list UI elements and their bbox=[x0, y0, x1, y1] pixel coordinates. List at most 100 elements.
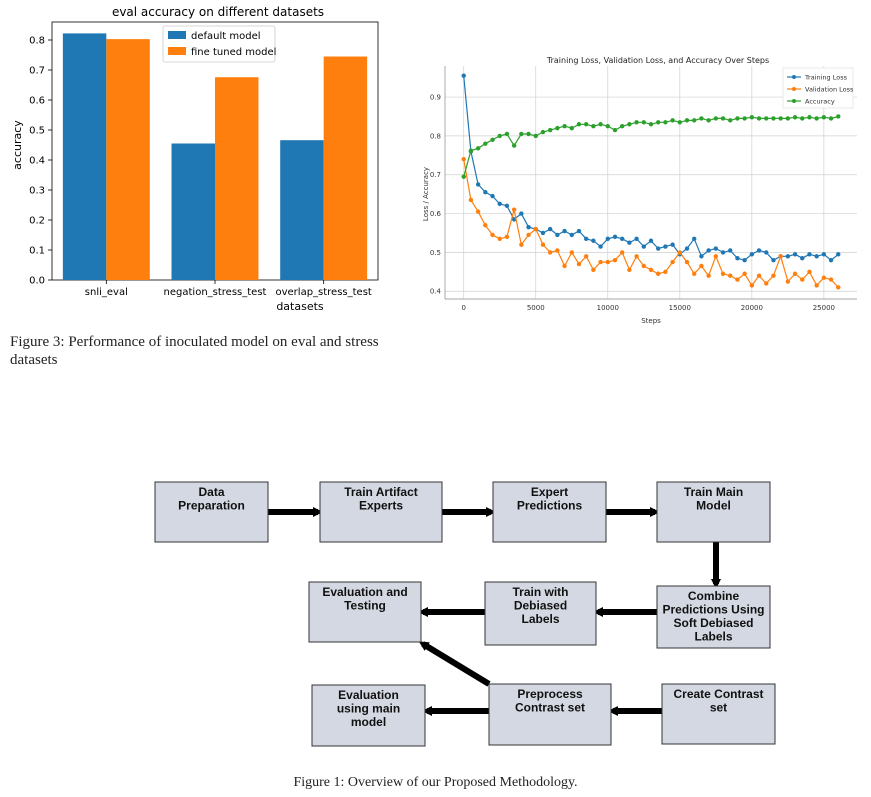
point-accuracy bbox=[461, 174, 466, 179]
point-validation-loss bbox=[807, 269, 812, 275]
step-label: Contrast set bbox=[515, 701, 585, 715]
point-accuracy bbox=[663, 120, 668, 125]
step-label: Combine bbox=[688, 589, 740, 603]
point-accuracy bbox=[764, 116, 769, 121]
point-training-loss bbox=[656, 246, 661, 251]
figure-3-caption: Figure 3: Performance of inoculated mode… bbox=[10, 334, 379, 368]
point-training-loss bbox=[692, 236, 697, 242]
point-validation-loss bbox=[641, 263, 646, 269]
point-validation-loss bbox=[519, 242, 524, 247]
point-training-loss bbox=[591, 238, 596, 243]
point-training-loss bbox=[634, 236, 639, 242]
step-label: Preprocess bbox=[517, 687, 583, 701]
step-label: Testing bbox=[344, 599, 386, 613]
point-training-loss bbox=[771, 257, 776, 263]
step-label: Create Contrast bbox=[673, 687, 763, 701]
point-validation-loss bbox=[555, 248, 560, 253]
point-validation-loss bbox=[778, 254, 783, 259]
point-validation-loss bbox=[656, 271, 661, 276]
point-validation-loss bbox=[490, 232, 495, 238]
step-label: Preparation bbox=[178, 499, 245, 513]
point-accuracy bbox=[807, 115, 812, 120]
point-validation-loss bbox=[627, 267, 632, 273]
point-training-loss bbox=[475, 182, 481, 187]
point-accuracy bbox=[598, 122, 603, 127]
y-tick-label: 0.4 bbox=[430, 288, 442, 296]
x-tick-label: 0 bbox=[461, 304, 465, 312]
point-training-loss bbox=[576, 228, 582, 234]
point-accuracy bbox=[468, 148, 474, 153]
point-validation-loss bbox=[634, 254, 639, 259]
point-validation-loss bbox=[663, 269, 668, 275]
y-tick-label: 0.6 bbox=[430, 210, 442, 218]
step-label: Train with bbox=[512, 585, 568, 599]
point-training-loss bbox=[619, 236, 625, 242]
point-training-loss bbox=[583, 236, 589, 242]
point-accuracy bbox=[699, 116, 704, 121]
point-accuracy bbox=[792, 115, 798, 120]
point-validation-loss bbox=[569, 250, 574, 255]
point-validation-loss bbox=[792, 271, 798, 276]
point-validation-loss bbox=[497, 236, 502, 242]
x-tick-label: overlap_stress_test bbox=[275, 287, 371, 298]
point-training-loss bbox=[814, 254, 819, 259]
bar-default-model-snli_eval bbox=[62, 33, 107, 281]
point-training-loss bbox=[490, 193, 495, 199]
point-validation-loss bbox=[483, 223, 488, 228]
point-accuracy bbox=[735, 116, 740, 121]
point-validation-loss bbox=[684, 259, 690, 265]
point-training-loss bbox=[483, 190, 488, 195]
point-accuracy bbox=[591, 123, 596, 129]
point-validation-loss bbox=[828, 277, 834, 282]
point-validation-loss bbox=[692, 271, 697, 276]
flow-arrow bbox=[418, 641, 491, 687]
point-training-loss bbox=[569, 232, 574, 238]
y-axis-label: accuracy bbox=[11, 120, 24, 170]
point-accuracy bbox=[692, 118, 697, 123]
y-tick-label: 0.1 bbox=[29, 246, 45, 257]
point-validation-loss bbox=[735, 277, 740, 282]
point-training-loss bbox=[562, 228, 567, 234]
point-training-loss bbox=[605, 236, 610, 242]
step-box bbox=[492, 481, 607, 543]
step-label: Debiased bbox=[514, 599, 567, 613]
point-training-loss bbox=[764, 250, 769, 255]
point-validation-loss bbox=[475, 209, 481, 214]
point-accuracy bbox=[771, 116, 776, 121]
point-training-loss bbox=[807, 252, 812, 257]
point-accuracy bbox=[648, 122, 654, 127]
figure-1-caption: Figure 1: Overview of our Proposed Metho… bbox=[293, 775, 578, 790]
chart-title: Training Loss, Validation Loss, and Accu… bbox=[546, 56, 769, 65]
x-tick-label: 20000 bbox=[741, 304, 763, 312]
point-accuracy bbox=[547, 127, 553, 133]
point-training-loss bbox=[792, 252, 798, 257]
point-validation-loss bbox=[749, 283, 755, 288]
point-validation-loss bbox=[605, 259, 610, 265]
point-training-loss bbox=[828, 257, 834, 263]
point-training-loss bbox=[547, 226, 553, 232]
point-training-loss bbox=[720, 250, 726, 255]
point-accuracy bbox=[497, 133, 502, 139]
line-chart: Training Loss, Validation Loss, and Accu… bbox=[422, 56, 857, 325]
point-validation-loss bbox=[526, 232, 531, 238]
y-tick-label: 0.4 bbox=[29, 156, 45, 167]
step-label: Predictions bbox=[517, 499, 583, 513]
point-accuracy bbox=[519, 131, 524, 137]
point-accuracy bbox=[814, 116, 819, 121]
line-training-loss bbox=[463, 75, 839, 261]
point-accuracy bbox=[533, 133, 538, 139]
point-accuracy bbox=[555, 125, 560, 131]
step-box bbox=[311, 684, 426, 747]
point-accuracy bbox=[605, 123, 610, 129]
point-validation-loss bbox=[706, 273, 711, 278]
point-validation-loss bbox=[764, 281, 769, 286]
point-validation-loss bbox=[612, 257, 618, 263]
point-training-loss bbox=[728, 248, 733, 253]
point-accuracy bbox=[656, 120, 661, 125]
point-accuracy bbox=[742, 116, 747, 121]
point-training-loss bbox=[706, 248, 711, 253]
